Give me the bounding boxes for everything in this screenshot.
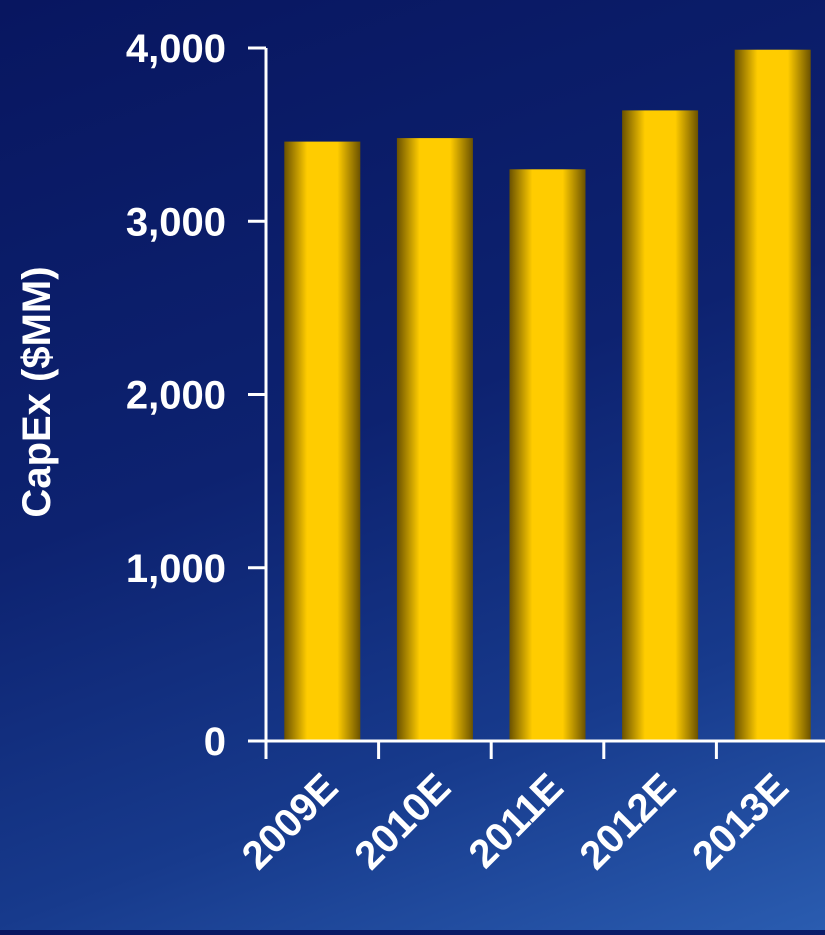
x-tick-label: 2013E xyxy=(684,765,797,878)
bar-2010E xyxy=(396,138,473,742)
x-tick-label: 2009E xyxy=(234,765,347,878)
y-tick-label: 1,000 xyxy=(126,547,226,591)
x-tick-label: 2012E xyxy=(572,765,685,878)
y-tick-label: 2,000 xyxy=(126,374,226,418)
y-tick-label: 3,000 xyxy=(126,200,226,244)
bar-2011E xyxy=(509,169,586,742)
bar-2013E xyxy=(734,49,811,741)
y-tick-label: 0 xyxy=(204,720,226,764)
y-tick-label: 4,000 xyxy=(126,27,226,71)
bar-2012E xyxy=(622,110,699,741)
x-tick-label: 2010E xyxy=(346,765,459,878)
x-tick-label: 2011E xyxy=(461,765,572,876)
y-axis-label: CapEx ($MM) xyxy=(15,266,59,517)
bar-2009E xyxy=(284,141,361,742)
